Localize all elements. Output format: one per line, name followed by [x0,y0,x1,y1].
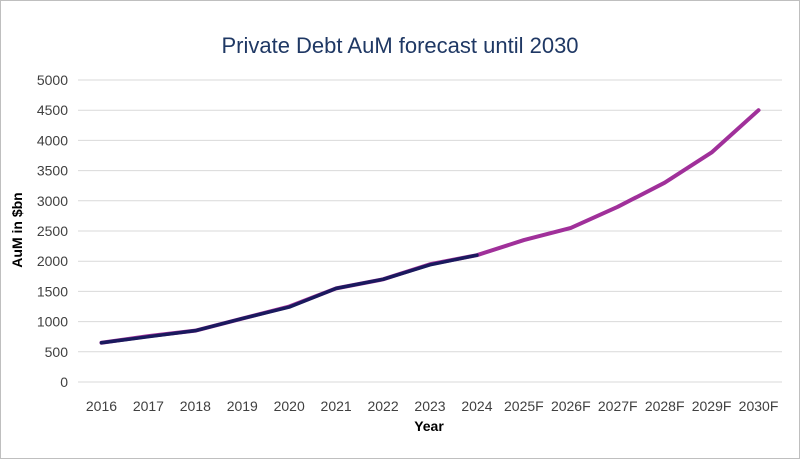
y-tick-label: 0 [60,374,68,390]
y-tick-label: 3500 [37,163,68,179]
series-line-forecast [99,108,761,345]
x-tick-label: 2030F [739,398,779,414]
y-tick-label: 2500 [37,223,68,239]
y-axis-ticks: 0 500 1000 1500 2000 2500 3000 3500 4000 4500 5000 [37,72,68,390]
x-tick-label: 2023 [414,398,445,414]
x-tick-label: 2029F [692,398,732,414]
x-tick-label: 2022 [367,398,398,414]
series-lines [99,108,761,345]
x-tick-label: 2024 [461,398,492,414]
series-line-historical [99,253,479,345]
y-tick-label: 3000 [37,193,68,209]
y-tick-label: 2000 [37,253,68,269]
x-tick-label: 2027F [598,398,638,414]
y-tick-label: 4500 [37,102,68,118]
x-tick-label: 2025F [504,398,544,414]
gridlines [78,79,782,383]
x-axis-title: Year [414,418,444,434]
y-axis-title: AuM in $bn [9,192,25,267]
x-tick-label: 2028F [645,398,685,414]
x-tick-label: 2021 [321,398,352,414]
y-tick-label: 5000 [37,72,68,88]
x-axis-ticks: 2016 2017 2018 2019 2020 2021 2022 2023 2024 2025… [86,398,778,414]
chart-title: Private Debt AuM forecast until 2030 [221,33,579,58]
x-tick-label: 2019 [227,398,258,414]
x-tick-label: 2017 [133,398,164,414]
y-tick-label: 4000 [37,132,68,148]
y-tick-label: 1500 [37,283,68,299]
y-tick-label: 1000 [37,314,68,330]
x-tick-label: 2018 [180,398,211,414]
x-tick-label: 2016 [86,398,117,414]
x-tick-label: 2020 [274,398,305,414]
y-tick-label: 500 [45,344,69,360]
x-tick-label: 2026F [551,398,591,414]
